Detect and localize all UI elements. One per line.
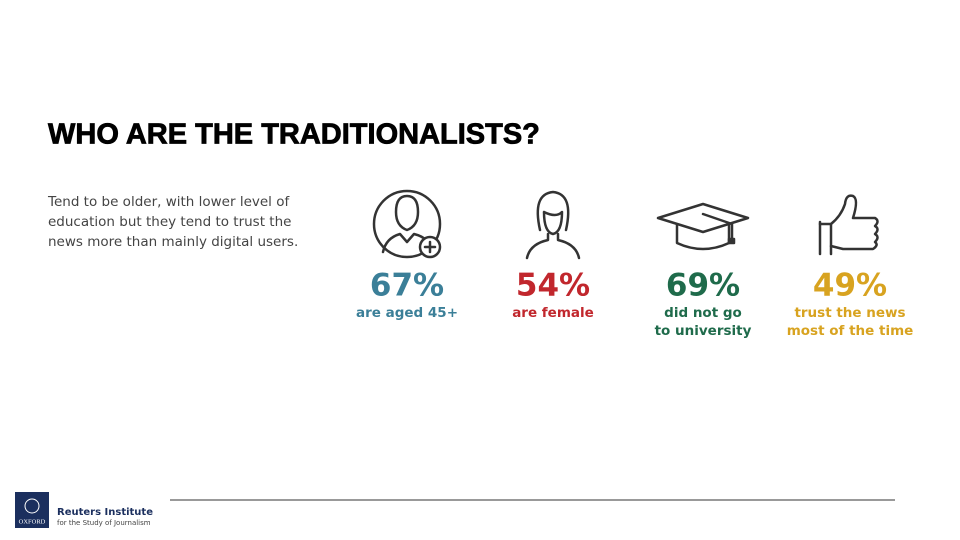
stat-value: 54% — [516, 268, 590, 304]
stat-caption: trust the news — [794, 305, 905, 321]
institute-subtitle: for the Study of Journalism — [57, 519, 151, 527]
institute-name: Reuters Institute — [57, 507, 153, 518]
description-line: news more than mainly digital users. — [48, 234, 298, 250]
thumbs-up-icon — [818, 194, 879, 256]
logo-text: OXFORD — [19, 518, 46, 525]
description-line: education but they tend to trust the — [48, 214, 291, 230]
description-line: Tend to be older, with lower level of — [47, 194, 290, 210]
stat-caption: are female — [512, 305, 594, 321]
stat-caption: did not go — [664, 305, 742, 321]
stat-caption: to university — [655, 323, 752, 339]
stat-value: 49% — [813, 268, 887, 304]
stat-value: 67% — [370, 268, 444, 304]
stat-caption: most of the time — [787, 323, 914, 339]
graduation-icon — [656, 202, 750, 251]
stat-caption: are aged 45+ — [356, 305, 458, 321]
oxford-logo — [15, 492, 49, 528]
oxford-crest — [24, 498, 40, 514]
female-icon — [525, 190, 581, 260]
title: WHO ARE THE TRADITIONALISTS? — [48, 119, 540, 151]
age-icon — [372, 189, 442, 259]
stat-value: 69% — [666, 268, 740, 304]
